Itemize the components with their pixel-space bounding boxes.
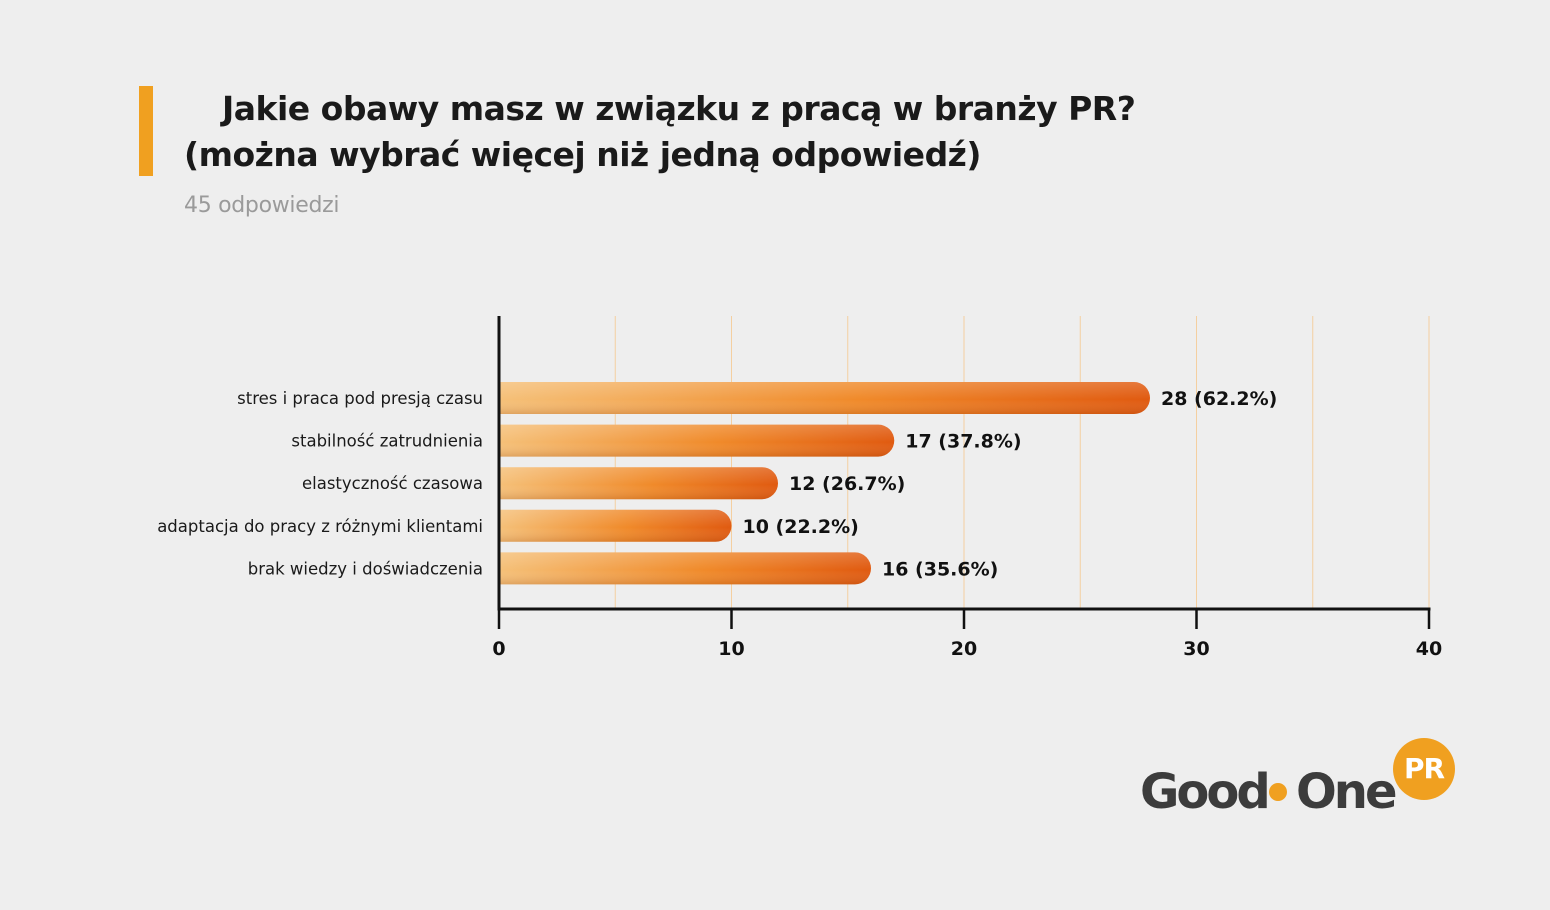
logo-badge-pr: PR (1393, 738, 1455, 800)
labels: 28 (62.2%) stres i praca pod presją czasu… (157, 388, 1442, 660)
category-label: elastyczność czasowa (302, 474, 483, 493)
bar-shading (499, 509, 732, 542)
x-tick-label: 20 (951, 638, 977, 660)
category-label: stabilność zatrudnienia (291, 432, 483, 451)
data-label: 17 (37.8%) (905, 431, 1021, 453)
logo-word-one: One (1296, 764, 1398, 820)
category-label: adaptacja do pracy z różnymi klientami (157, 517, 483, 536)
bar-shading (499, 467, 778, 500)
x-tick-label: 40 (1416, 638, 1442, 660)
data-label: 16 (35.6%) (882, 558, 998, 580)
title-line-2: (można wybrać więcej niż jedną odpowiedź… (184, 135, 981, 174)
category-label: brak wiedzy i doświadczenia (248, 559, 483, 578)
page-title: Jakie obawy masz w związku z pracą w bra… (184, 86, 1284, 178)
orange-dot-icon (1269, 783, 1287, 801)
x-tick-label: 10 (718, 638, 744, 660)
good-one-pr-logo: Good One PR (1140, 738, 1470, 820)
x-tick-label: 0 (492, 638, 505, 660)
bar-shading (499, 424, 895, 457)
title-line-1: Jakie obawy masz w związku z pracą w bra… (222, 89, 1136, 128)
response-count: 45 odpowiedzi (184, 193, 340, 218)
data-label: 10 (22.2%) (743, 516, 859, 538)
axes (497, 316, 1431, 629)
bar-shading (499, 552, 871, 585)
title-accent-bar (139, 86, 153, 176)
x-tick-label: 30 (1183, 638, 1209, 660)
bar-shading (499, 382, 1150, 414)
data-label: 28 (62.2%) (1161, 388, 1277, 410)
bars (499, 382, 1150, 585)
category-label: stres i praca pod presją czasu (237, 389, 483, 408)
data-label: 12 (26.7%) (789, 473, 905, 495)
logo-word-good: Good (1140, 764, 1271, 820)
